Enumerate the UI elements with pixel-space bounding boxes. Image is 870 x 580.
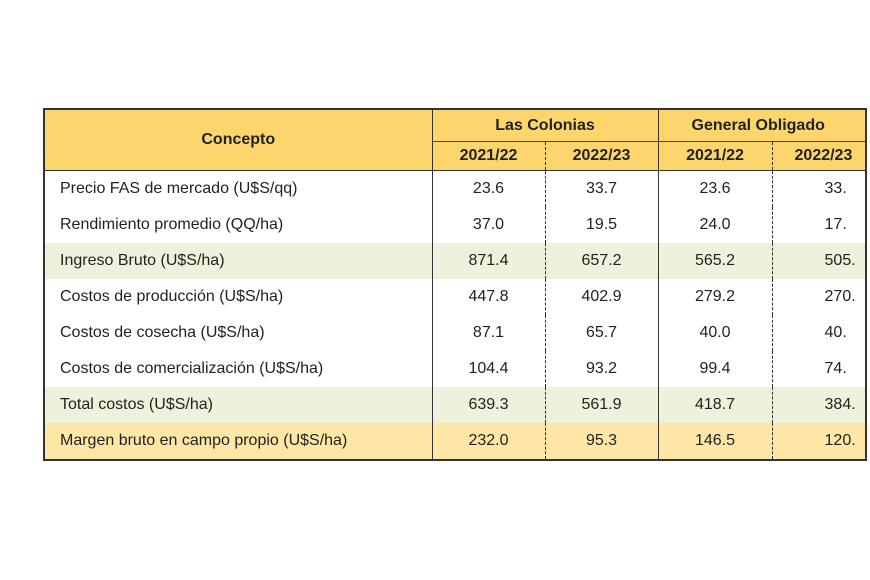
- value-cell: 384.: [771, 387, 867, 423]
- table-row: Ingreso Bruto (U$S/ha) 871.4 657.2 565.2 505…: [44, 243, 867, 279]
- table-row: Costos de producción (U$S/ha) 447.8 402.9 2…: [44, 279, 867, 315]
- row-label: Costos de comercialización (U$S/ha): [60, 360, 324, 377]
- header-year: 2021/22: [431, 141, 545, 171]
- value-cell: 418.7: [657, 387, 773, 423]
- value-cell: 146.5: [657, 423, 773, 460]
- value-cell: 447.8: [431, 279, 545, 315]
- header-year: 2022/23: [771, 141, 867, 171]
- header-las-colonias: Las Colonias: [431, 109, 659, 142]
- value-cell: 565.2: [657, 243, 773, 279]
- value-cell: 657.2: [544, 243, 659, 279]
- value-cell: 93.2: [544, 351, 659, 387]
- value-cell: 65.7: [544, 315, 659, 351]
- margin-table: Concepto Las Colonias General Obligado 2…: [43, 108, 868, 461]
- header-year: 2022/23: [544, 141, 659, 171]
- value-cell: 270.: [771, 279, 867, 315]
- value-cell: 74.: [771, 351, 867, 387]
- value-cell: 23.6: [431, 170, 545, 207]
- value-cell: 279.2: [657, 279, 773, 315]
- value-cell: 40.0: [657, 315, 773, 351]
- value-cell: 120.: [771, 423, 867, 460]
- header-concepto: Concepto: [44, 109, 432, 171]
- table-row: Costos de cosecha (U$S/ha) 87.1 65.7 40.0 40…: [44, 315, 867, 351]
- table-row: Rendimiento promedio (QQ/ha) 37.0 19.5 24.0…: [44, 207, 867, 243]
- table-row: Margen bruto en campo propio (U$S/ha) 232…: [44, 423, 867, 460]
- row-label: Ingreso Bruto (U$S/ha): [44, 243, 432, 279]
- value-cell: 402.9: [544, 279, 659, 315]
- value-cell: 99.4: [657, 351, 773, 387]
- row-label: Total costos (U$S/ha): [44, 387, 432, 423]
- value-cell: 23.6: [657, 170, 773, 207]
- value-cell: 505.: [771, 243, 867, 279]
- value-cell: 19.5: [544, 207, 659, 243]
- value-cell: 33.7: [544, 170, 659, 207]
- value-cell: 24.0: [657, 207, 773, 243]
- row-label: Precio FAS de mercado (U$S/qq): [44, 170, 432, 207]
- value-cell: 104.4: [431, 351, 545, 387]
- value-cell: 871.4: [431, 243, 545, 279]
- value-cell: 232.0: [431, 423, 545, 460]
- value-cell: 87.1: [431, 315, 545, 351]
- row-label: Rendimiento promedio (QQ/ha): [60, 216, 284, 233]
- row-label: Margen bruto en campo propio (U$S/ha): [44, 423, 432, 460]
- row-label: Costos de cosecha (U$S/ha): [60, 324, 265, 341]
- header-general-obligado: General Obligado: [657, 109, 867, 142]
- header-year: 2021/22: [657, 141, 773, 171]
- value-cell: 17.: [771, 207, 867, 243]
- value-cell: 40.: [771, 315, 867, 351]
- value-cell: 37.0: [431, 207, 545, 243]
- table-row: Costos de comercialización (U$S/ha) 104.4…: [44, 351, 867, 387]
- table-row: Total costos (U$S/ha) 639.3 561.9 418.7 384.: [44, 387, 867, 423]
- value-cell: 95.3: [544, 423, 659, 460]
- row-label: Costos de producción (U$S/ha): [60, 288, 284, 305]
- value-cell: 33.: [771, 170, 867, 207]
- value-cell: 561.9: [544, 387, 659, 423]
- table-row: Precio FAS de mercado (U$S/qq) 23.6 33.7 23…: [44, 170, 867, 207]
- value-cell: 639.3: [431, 387, 545, 423]
